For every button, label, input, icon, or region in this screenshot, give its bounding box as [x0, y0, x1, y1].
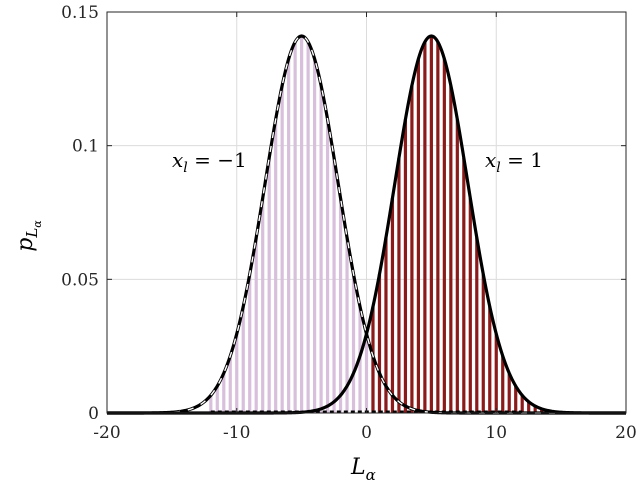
bar-series-0: [241, 306, 245, 413]
bar-series-1: [462, 157, 466, 413]
bar-series-1: [520, 395, 524, 413]
bar-series-0: [293, 41, 297, 414]
bar-series-1: [403, 119, 408, 413]
bar-series-0: [345, 237, 349, 413]
bar-series-0: [261, 198, 265, 413]
annotation-right: xl = 1: [485, 148, 543, 176]
x-tick-label: -10: [223, 423, 250, 443]
bar-series-0: [338, 198, 343, 413]
x-tick-label: 20: [615, 423, 637, 443]
bar-series-1: [442, 58, 446, 413]
bar-series-1: [481, 274, 485, 413]
bar-series-0: [319, 85, 323, 413]
bar-series-0: [209, 395, 213, 413]
bars: [209, 36, 544, 414]
y-tick-label: 0: [88, 404, 99, 424]
y-tick-label: 0.1: [72, 137, 99, 157]
bar-series-1: [390, 198, 395, 413]
bar-series-0: [215, 386, 219, 413]
x-axis-label: Lα: [350, 455, 376, 484]
y-tick-label: 0.05: [61, 270, 99, 290]
bar-series-1: [410, 85, 414, 413]
x-tick-label: -20: [93, 423, 120, 443]
bar-series-1: [468, 198, 472, 413]
bar-series-0: [300, 36, 304, 414]
bar-series-0: [351, 274, 356, 413]
x-tick-label: 10: [485, 423, 507, 443]
bar-series-0: [280, 85, 284, 413]
y-tick-label: 0.15: [61, 3, 99, 23]
bar-series-0: [313, 58, 317, 413]
bar-series-0: [248, 274, 252, 413]
bar-series-0: [235, 333, 239, 413]
bar-series-1: [533, 406, 537, 413]
y-axis-label: pLα: [13, 220, 44, 252]
bar-series-1: [416, 58, 420, 413]
bar-series-1: [429, 36, 433, 414]
bar-series-1: [494, 333, 498, 413]
bar-series-1: [397, 157, 401, 413]
bar-series-1: [384, 237, 388, 413]
annotation-left: xl = −1: [172, 148, 247, 176]
bar-series-1: [527, 401, 531, 413]
bar-series-0: [274, 119, 278, 413]
bar-series-0: [287, 58, 291, 413]
bar-series-0: [332, 157, 336, 413]
bar-series-1: [449, 85, 453, 413]
bar-series-0: [306, 41, 310, 414]
bar-series-1: [501, 355, 505, 413]
bar-series-1: [423, 41, 427, 414]
bar-series-1: [377, 274, 382, 413]
bar-series-1: [507, 373, 511, 413]
bar-series-0: [222, 373, 226, 413]
bar-series-1: [514, 386, 518, 413]
bar-series-0: [364, 333, 369, 413]
ticks: -20 -10 0 10 20 0 0.05 0.1 0.15: [61, 3, 637, 443]
bar-series-0: [254, 237, 258, 413]
bar-series-1: [455, 119, 459, 413]
x-tick-label: 0: [361, 423, 372, 443]
bar-series-0: [267, 157, 271, 413]
bar-series-1: [540, 408, 544, 413]
bar-series-0: [325, 119, 330, 413]
bar-series-0: [228, 355, 232, 413]
bar-series-1: [436, 41, 440, 414]
bar-series-1: [475, 237, 479, 413]
bar-series-1: [488, 306, 492, 413]
